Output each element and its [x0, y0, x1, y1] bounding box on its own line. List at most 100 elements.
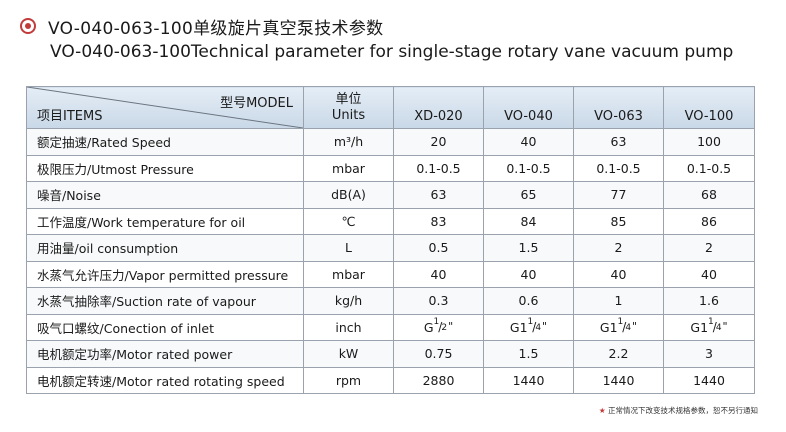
- inlet-thread-size: G1 1/4 ": [509, 316, 548, 335]
- row-value: 85: [573, 207, 664, 235]
- frac-num: 1: [433, 316, 440, 327]
- header-units-en: Units: [331, 108, 366, 123]
- row-value: 1440: [573, 366, 664, 394]
- row-value: 2880: [393, 366, 484, 394]
- row-value: 40: [663, 260, 755, 288]
- row-unit: kW: [303, 340, 394, 368]
- row-label: 水蒸气抽除率/Suction rate of vapour: [26, 287, 304, 315]
- frac-den: 4: [535, 322, 542, 333]
- table-row: 水蒸气允许压力/Vapor permitted pressure mbar 40…: [26, 260, 755, 288]
- row-value: 0.1-0.5: [663, 154, 755, 182]
- row-value-fraction: G1 1/4 ": [573, 313, 664, 341]
- row-value: 63: [393, 181, 484, 209]
- row-unit: kg/h: [303, 287, 394, 315]
- diagonal-line: [27, 87, 303, 128]
- frac-whole: G: [423, 319, 434, 335]
- row-label: 额定抽速/Rated Speed: [26, 128, 304, 156]
- row-value: 1.6: [663, 287, 755, 315]
- row-unit: ℃: [303, 207, 394, 235]
- frac-mark: ": [722, 319, 728, 333]
- target-bullet-icon: [20, 18, 36, 34]
- row-unit: m³/h: [303, 128, 394, 156]
- row-value: 100: [663, 128, 755, 156]
- row-value: 1.5: [483, 234, 574, 262]
- row-value: 40: [483, 260, 574, 288]
- row-label: 用油量/oil consumption: [26, 234, 304, 262]
- row-value: 0.1-0.5: [483, 154, 574, 182]
- row-value: 1440: [663, 366, 755, 394]
- row-value: 83: [393, 207, 484, 235]
- frac-num: 1: [527, 316, 534, 327]
- table-row: 用油量/oil consumption L 0.5 1.5 2 2: [26, 234, 755, 262]
- header-model-0: XD-020: [393, 86, 484, 129]
- header-model-label: 型号MODEL: [220, 96, 293, 111]
- row-value: 2: [573, 234, 664, 262]
- title-en: VO-040-063-100Technical parameter for si…: [50, 42, 734, 62]
- row-value: 86: [663, 207, 755, 235]
- table-row: 吸气口螺纹/Conection of inlet inch G 1/2 " G1 1/…: [26, 313, 755, 341]
- header-model-1: VO-040: [483, 86, 574, 129]
- title-block: VO-040-063-100单级旋片真空泵技术参数 VO-040-063-100…: [20, 14, 733, 64]
- row-unit: inch: [303, 313, 394, 341]
- frac-whole: G1: [509, 319, 528, 335]
- table-header-row: 型号MODEL 项目ITEMS 单位 Units XD-020 VO-040 V…: [26, 86, 755, 129]
- frac-whole: G1: [599, 319, 618, 335]
- row-value: 65: [483, 181, 574, 209]
- table-row: 额定抽速/Rated Speed m³/h 20 40 63 100: [26, 128, 755, 156]
- row-value: 40: [483, 128, 574, 156]
- row-value-fraction: G1 1/4 ": [663, 313, 755, 341]
- row-value: 1.5: [483, 340, 574, 368]
- table-row: 工作温度/Work temperature for oil ℃ 83 84 85…: [26, 207, 755, 235]
- frac-whole: G1: [690, 319, 709, 335]
- row-value: 2.2: [573, 340, 664, 368]
- row-value: 1: [573, 287, 664, 315]
- row-value: 68: [663, 181, 755, 209]
- table-row: 水蒸气抽除率/Suction rate of vapour kg/h 0.3 0…: [26, 287, 755, 315]
- header-model-3: VO-100: [663, 86, 755, 129]
- row-label: 吸气口螺纹/Conection of inlet: [26, 313, 304, 341]
- title-cn-line: VO-040-063-100单级旋片真空泵技术参数: [20, 14, 733, 39]
- row-value: 0.6: [483, 287, 574, 315]
- table-row: 电机额定功率/Motor rated power kW 0.75 1.5 2.2…: [26, 340, 755, 368]
- row-value: 0.75: [393, 340, 484, 368]
- footnote-text: 正常情况下改变技术规格参数，恕不另行通知: [608, 406, 758, 415]
- row-value: 1440: [483, 366, 574, 394]
- row-label: 噪音/Noise: [26, 181, 304, 209]
- footnote: ★ 正常情况下改变技术规格参数，恕不另行通知: [599, 405, 758, 416]
- row-unit: dB(A): [303, 181, 394, 209]
- row-value: 2: [663, 234, 755, 262]
- row-value: 0.5: [393, 234, 484, 262]
- title-cn: VO-040-063-100单级旋片真空泵技术参数: [48, 18, 384, 39]
- frac-den: 2: [441, 322, 448, 333]
- inlet-thread-size: G 1/2 ": [423, 316, 454, 335]
- frac-num: 1: [708, 316, 714, 327]
- row-value: 0.1-0.5: [573, 154, 664, 182]
- table-body: 额定抽速/Rated Speed m³/h 20 40 63 100 极限压力/…: [26, 128, 755, 394]
- row-label: 极限压力/Utmost Pressure: [26, 154, 304, 182]
- row-value: 20: [393, 128, 484, 156]
- row-label: 电机额定功率/Motor rated power: [26, 340, 304, 368]
- row-value: 0.3: [393, 287, 484, 315]
- frac-mark: ": [448, 319, 454, 333]
- header-items-label: 项目ITEMS: [37, 109, 103, 124]
- row-value: 63: [573, 128, 664, 156]
- frac-den: 4: [625, 322, 632, 333]
- row-value-fraction: G 1/2 ": [393, 313, 484, 341]
- row-value: 3: [663, 340, 755, 368]
- header-units-cell: 单位 Units: [303, 86, 394, 129]
- spec-table: 型号MODEL 项目ITEMS 单位 Units XD-020 VO-040 V…: [26, 86, 755, 394]
- frac-den: 4: [715, 322, 722, 333]
- row-label: 水蒸气允许压力/Vapor permitted pressure: [26, 260, 304, 288]
- table-row: 电机额定转速/Motor rated rotating speed rpm 28…: [26, 366, 755, 394]
- title-en-line: VO-040-063-100Technical parameter for si…: [20, 40, 733, 64]
- header-model-2: VO-063: [573, 86, 664, 129]
- table-row: 噪音/Noise dB(A) 63 65 77 68: [26, 181, 755, 209]
- row-unit: rpm: [303, 366, 394, 394]
- row-value: 0.1-0.5: [393, 154, 484, 182]
- table-row: 极限压力/Utmost Pressure mbar 0.1-0.5 0.1-0.…: [26, 154, 755, 182]
- row-value-fraction: G1 1/4 ": [483, 313, 574, 341]
- frac-num: 1: [617, 316, 624, 327]
- row-label: 电机额定转速/Motor rated rotating speed: [26, 366, 304, 394]
- row-value: 77: [573, 181, 664, 209]
- header-diagonal-cell: 型号MODEL 项目ITEMS: [26, 86, 304, 129]
